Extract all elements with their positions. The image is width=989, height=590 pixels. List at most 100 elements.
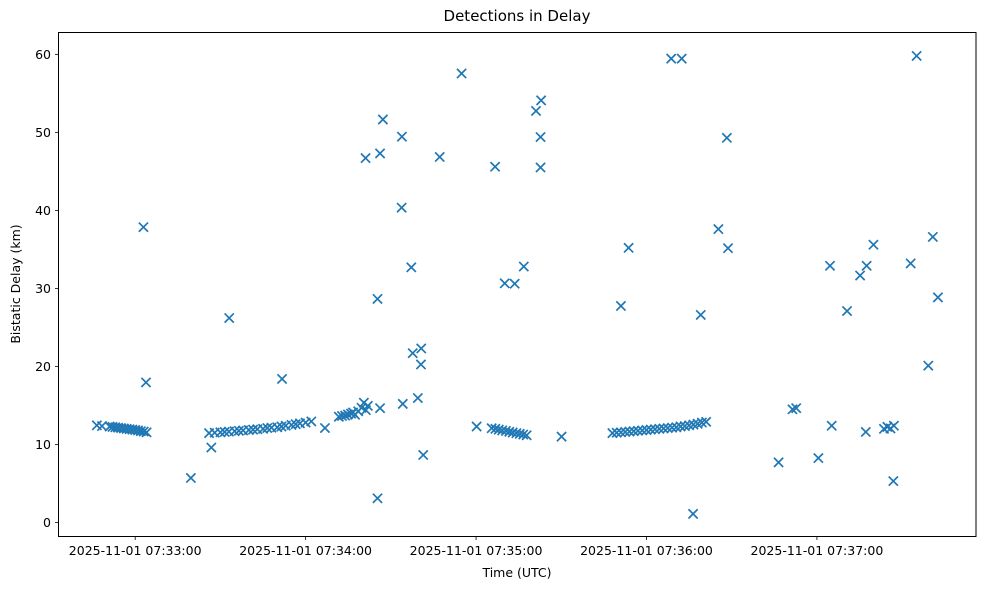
data-point-marker [637,425,648,436]
data-point-marker [722,243,734,254]
data-point-marker [721,132,733,144]
data-point-marker [521,430,532,441]
data-point-marker [141,427,152,438]
data-point-marker [360,152,371,164]
axes-layer: 2025-11-01 07:33:00 2025-11-01 07:34:00 20… [35,32,977,558]
data-point-marker [530,105,542,117]
data-point-marker [666,422,678,433]
y-tick-label: 50 [35,125,51,140]
y-tick-label: 40 [35,203,51,218]
data-point-marker [306,416,317,427]
data-point-marker [662,422,674,434]
data-point-marker [535,131,546,143]
x-tick-label: 2025-11-01 07:35:00 [410,543,543,558]
data-point-marker [624,426,635,437]
data-point-marker [658,423,669,434]
data-point-marker [623,242,634,254]
data-point-marker [416,343,427,354]
y-tick-label: 0 [43,515,51,530]
data-point-marker [687,508,699,520]
data-point-marker [377,114,389,125]
data-point-marker [860,426,871,438]
data-point-marker [535,95,547,106]
data-point-marker [138,221,149,233]
data-point-marker [489,161,501,172]
data-point-marker [773,457,784,468]
y-tick-label: 10 [35,437,51,452]
data-point-marker [138,426,149,437]
chart-title: Detections in Delay [444,7,591,25]
data-point-marker [224,312,235,324]
data-point-marker [700,416,712,428]
data-point-marker [787,404,798,415]
data-point-marker [407,347,418,359]
data-point-marker [362,400,374,412]
data-point-marker [509,278,520,289]
data-point-marker [140,377,152,388]
data-point-marker [615,300,627,312]
data-point-marker [499,278,510,289]
data-point-marker [456,68,467,79]
data-point-marker [676,53,687,64]
data-point-marker [905,258,916,269]
data-point-marker [713,223,724,235]
data-point-marker [215,427,226,438]
data-point-marker [868,239,879,250]
data-point-marker [654,423,665,435]
data-point-marker [619,426,631,438]
data-point-marker [233,425,245,436]
y-tick-label: 20 [35,359,51,374]
data-point-marker [372,293,383,305]
data-point-marker [374,402,386,414]
data-point-marker [888,475,899,487]
data-point-marker [276,373,288,385]
x-axis-label: Time (UTC) [481,565,551,580]
marker-layer [91,50,944,520]
data-point-marker [397,398,408,410]
data-point-marker [336,410,348,422]
x-tick-label: 2025-11-01 07:33:00 [69,543,202,558]
data-point-marker [813,452,824,464]
x-tick-label: 2025-11-01 07:36:00 [580,543,713,558]
data-point-marker [854,270,866,281]
data-point-marker [632,425,644,436]
data-point-marker [415,359,427,370]
data-point-marker [824,260,836,271]
data-point-marker [607,427,618,439]
data-point-marker [923,360,934,371]
data-point-marker [185,472,197,484]
data-point-marker [641,424,652,436]
data-point-marker [911,50,922,62]
x-tick-label: 2025-11-01 07:37:00 [751,543,884,558]
data-point-marker [841,305,853,317]
data-point-marker [243,424,255,436]
x-tick-label: 2025-11-01 07:34:00 [239,543,372,558]
data-point-marker [888,420,900,431]
data-point-marker [535,162,546,173]
y-axis-label: Bistatic Delay (km) [8,224,23,343]
data-point-marker [262,422,273,434]
data-point-marker [229,425,240,437]
data-point-marker [649,424,661,435]
data-point-marker [372,493,383,504]
y-tick-label: 60 [35,47,51,62]
data-point-marker [406,262,417,273]
data-point-marker [790,402,802,414]
data-point-marker [206,442,217,453]
data-point-marker [927,231,939,243]
y-tick-label: 30 [35,281,51,296]
data-point-marker [396,131,408,142]
data-point-marker [695,309,706,321]
data-point-marker [611,427,622,438]
data-point-marker [219,426,230,438]
data-point-marker [412,392,424,404]
data-point-marker [471,421,482,432]
plot-border [58,32,977,537]
data-point-marker [615,427,627,438]
data-point-marker [418,449,429,461]
data-point-marker [247,424,259,435]
data-point-marker [645,424,656,435]
data-point-marker [628,425,639,437]
